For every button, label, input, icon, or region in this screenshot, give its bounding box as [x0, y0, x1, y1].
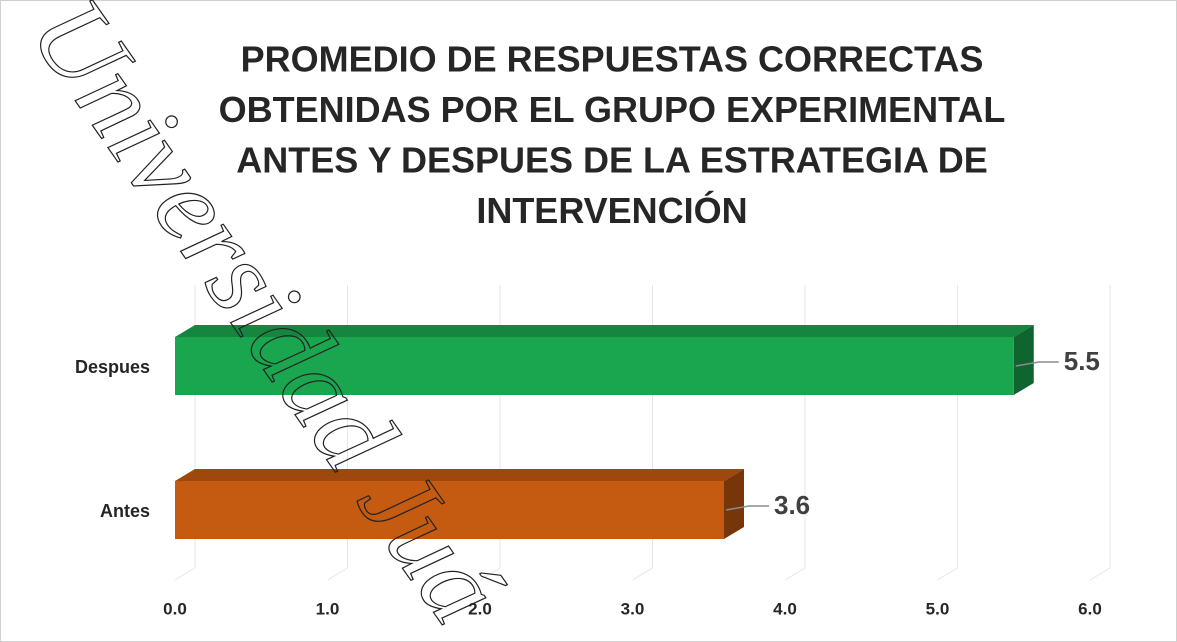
grid-line-floor — [327, 567, 348, 581]
data-label: 3.6 — [774, 490, 810, 520]
y-tick-label: Antes — [100, 501, 150, 521]
bar-top — [175, 469, 744, 481]
chart-title: PROMEDIO DE RESPUESTAS CORRECTAS — [241, 39, 984, 80]
bar-top — [175, 325, 1034, 337]
x-tick-label: 5.0 — [926, 599, 950, 618]
leader-line — [725, 505, 769, 511]
data-label: 5.5 — [1064, 346, 1100, 376]
chart-title: OBTENIDAS POR EL GRUPO EXPERIMENTAL — [219, 89, 1006, 130]
x-tick-label: 6.0 — [1078, 599, 1102, 618]
y-tick-label: Despues — [75, 357, 150, 377]
grid-line-floor — [632, 567, 653, 581]
grid-line-floor — [784, 567, 806, 581]
bar-side — [724, 469, 744, 539]
chart-title: ANTES Y DESPUES DE LA ESTRATEGIA DE — [236, 140, 987, 181]
grid-line-floor — [174, 567, 196, 581]
x-tick-label: 0.0 — [163, 599, 187, 618]
x-tick-label: 4.0 — [773, 599, 797, 618]
chart-title: INTERVENCIÓN — [476, 189, 747, 231]
bar — [175, 481, 724, 539]
grid-line-floor — [479, 567, 501, 581]
bar — [175, 337, 1014, 395]
bar-side — [1013, 325, 1034, 395]
leader-line — [1015, 361, 1059, 367]
x-tick-label: 2.0 — [468, 599, 492, 618]
grid-line-floor — [937, 567, 958, 581]
x-tick-label: 1.0 — [316, 599, 340, 618]
x-tick-label: 3.0 — [621, 599, 645, 618]
grid-line-floor — [1089, 567, 1111, 581]
